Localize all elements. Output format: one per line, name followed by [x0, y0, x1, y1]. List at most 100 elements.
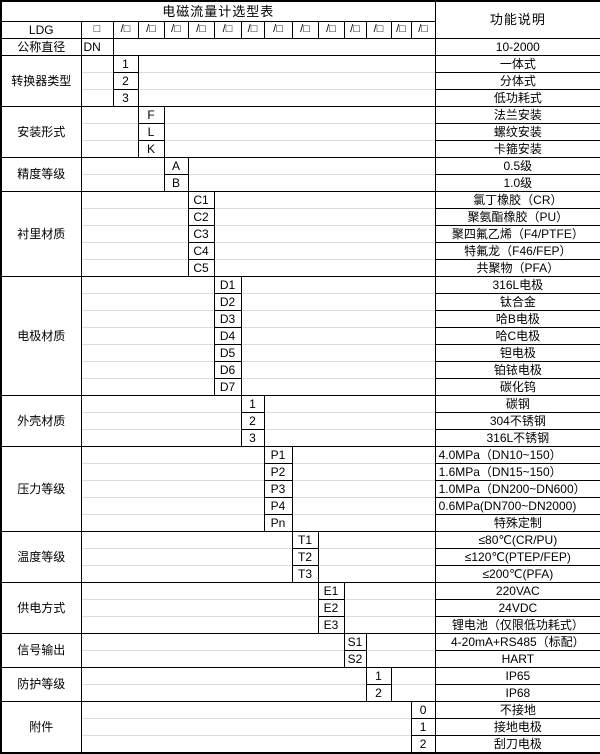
code-cell: D7 [213, 377, 242, 396]
desc-cell: 24VDC [434, 598, 600, 616]
desc-cell: 螺纹安装 [434, 122, 600, 140]
model-slot: /□ [213, 20, 242, 39]
desc-cell: 卡箍安装 [434, 139, 600, 157]
code-cell: 2 [410, 734, 436, 753]
desc-cell: 1.6MPa（DN15~150） [434, 462, 600, 480]
code-cell: B [163, 173, 189, 192]
code-cell: 3 [240, 428, 265, 447]
filler-cell [81, 479, 264, 497]
desc-cell: 氯丁橡胶（CR） [434, 190, 600, 208]
filler-cell [81, 632, 344, 650]
code-cell: P3 [263, 479, 293, 498]
model-slot: /□ [263, 20, 293, 39]
desc-cell: 一体式 [434, 54, 600, 72]
code-cell: D1 [213, 275, 242, 294]
filler-cell [366, 632, 436, 650]
model-slot: /□ [137, 20, 165, 39]
filler-cell [214, 224, 436, 242]
desc-cell: 聚氨酯橡胶（PU） [434, 207, 600, 225]
code-cell: C5 [187, 258, 215, 277]
model-slot: /□ [240, 20, 265, 39]
code-cell: L [137, 122, 165, 141]
model-box: □ [80, 20, 114, 39]
code-cell: 1 [365, 666, 392, 685]
filler-cell [81, 700, 411, 718]
model-slot: /□ [187, 20, 215, 39]
code-cell: D2 [213, 292, 242, 311]
code-cell: 0 [410, 700, 436, 719]
filler-cell [81, 428, 241, 446]
filler-cell [214, 190, 436, 208]
code-cell: P1 [263, 445, 293, 464]
filler-cell [241, 292, 436, 310]
filler-cell [81, 173, 164, 191]
filler-cell [138, 71, 436, 89]
category-label: 衬里材质 [1, 190, 82, 276]
filler-cell [81, 547, 292, 565]
filler-cell [164, 139, 436, 157]
code-cell: D6 [213, 360, 242, 379]
filler-cell [318, 547, 436, 565]
desc-cell: 法兰安装 [434, 105, 600, 123]
code-cell: D4 [213, 326, 242, 345]
filler-cell [81, 683, 366, 701]
filler-cell [81, 598, 318, 616]
code-cell: 2 [365, 683, 392, 702]
filler-cell [81, 513, 264, 531]
model-prefix: LDG [0, 20, 82, 39]
desc-cell: 接地电极 [434, 717, 600, 735]
code-cell: E1 [317, 581, 345, 600]
filler-cell [241, 343, 436, 361]
filler-cell [164, 105, 436, 123]
filler-cell [113, 37, 436, 55]
filler-cell [164, 122, 436, 140]
code-cell: C2 [187, 207, 215, 226]
filler-cell [81, 666, 366, 684]
filler-cell [344, 598, 436, 616]
code-cell: DN [80, 37, 114, 56]
table-title: 电磁流量计选型表 [1, 1, 436, 22]
desc-cell: HART [434, 649, 600, 667]
desc-cell: 锂电池（仅限低功耗式） [434, 615, 600, 633]
model-slot: /□ [343, 20, 367, 39]
desc-cell: 0.6MPa(DN700~DN2000) [434, 496, 600, 514]
filler-cell [81, 615, 318, 633]
category-label: 安装形式 [1, 105, 82, 157]
filler-cell [264, 411, 436, 429]
filler-cell [81, 71, 113, 89]
desc-cell: 特氟龙（F46/FEP） [434, 241, 600, 259]
filler-cell [81, 190, 188, 208]
code-cell: K [137, 139, 165, 158]
filler-cell [391, 666, 436, 684]
filler-cell [81, 224, 188, 242]
filler-cell [81, 105, 138, 123]
code-cell: T3 [291, 564, 319, 583]
desc-cell: 铂铱电极 [434, 360, 600, 378]
filler-cell [391, 683, 436, 701]
filler-cell [366, 649, 436, 667]
filler-cell [81, 445, 264, 463]
code-cell: Pn [263, 513, 293, 532]
filler-cell [292, 496, 436, 514]
model-slot: /□ [163, 20, 189, 39]
desc-cell: ≤200℃(PFA) [434, 564, 600, 582]
code-cell: E3 [317, 615, 345, 634]
filler-cell [81, 292, 214, 310]
desc-cell: 低功耗式 [434, 88, 600, 106]
desc-cell: 10-2000 [434, 37, 600, 55]
filler-cell [214, 258, 436, 276]
filler-cell [241, 326, 436, 344]
filler-cell [81, 258, 188, 276]
desc-cell: 共聚物（PFA） [434, 258, 600, 276]
code-cell: S2 [343, 649, 367, 668]
desc-cell: 哈C电极 [434, 326, 600, 344]
filler-cell [241, 377, 436, 395]
filler-cell [81, 581, 318, 599]
filler-cell [318, 564, 436, 582]
desc-cell: ≤80℃(CR/PU) [434, 530, 600, 548]
desc-cell: ≤120℃(PTEP/FEP) [434, 547, 600, 565]
filler-cell [344, 615, 436, 633]
filler-cell [241, 275, 436, 293]
